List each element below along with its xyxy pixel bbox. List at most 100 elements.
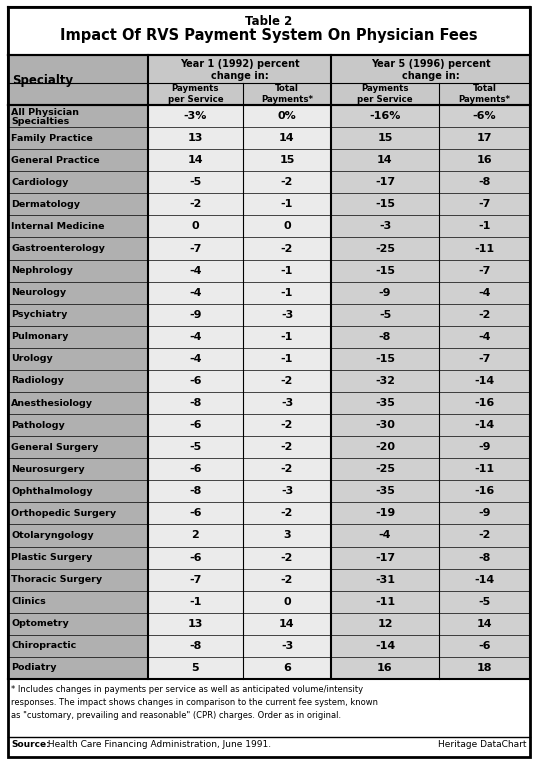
Text: Family Practice: Family Practice xyxy=(11,134,93,142)
Bar xyxy=(8,105,148,127)
Bar xyxy=(331,657,530,679)
Bar xyxy=(8,480,148,503)
Text: Gastroenterology: Gastroenterology xyxy=(11,244,105,253)
Bar xyxy=(8,525,148,546)
Bar xyxy=(8,635,148,657)
Bar xyxy=(331,635,530,657)
Text: -7: -7 xyxy=(478,265,491,275)
Bar xyxy=(148,414,331,436)
Bar xyxy=(8,326,148,348)
Text: Neurosurgery: Neurosurgery xyxy=(11,465,84,474)
Text: -5: -5 xyxy=(189,177,202,187)
Bar xyxy=(148,282,331,304)
Text: Health Care Financing Administration, June 1991.: Health Care Financing Administration, Ju… xyxy=(45,740,271,749)
Text: -9: -9 xyxy=(379,288,391,298)
Text: Thoracic Surgery: Thoracic Surgery xyxy=(11,575,102,584)
Text: -15: -15 xyxy=(375,265,395,275)
Bar xyxy=(148,591,331,613)
Text: -3: -3 xyxy=(379,221,391,232)
Bar xyxy=(148,105,331,127)
Text: -1: -1 xyxy=(281,200,293,210)
Bar xyxy=(148,370,331,392)
Text: 14: 14 xyxy=(279,133,295,143)
Text: -8: -8 xyxy=(189,641,202,651)
Bar xyxy=(331,237,530,259)
Text: -4: -4 xyxy=(478,288,491,298)
Bar xyxy=(331,436,530,458)
Bar xyxy=(8,657,148,679)
Bar xyxy=(148,392,331,414)
Text: Table 2: Table 2 xyxy=(245,15,293,28)
Text: -1: -1 xyxy=(281,354,293,364)
Text: -14: -14 xyxy=(475,420,494,430)
Text: -3: -3 xyxy=(281,398,293,408)
Text: -2: -2 xyxy=(281,442,293,452)
Bar xyxy=(8,7,530,55)
Text: -4: -4 xyxy=(189,354,202,364)
Bar xyxy=(8,237,148,259)
Bar xyxy=(8,259,148,282)
Bar xyxy=(8,149,148,171)
Bar xyxy=(331,525,530,546)
Bar xyxy=(8,503,148,525)
Text: -17: -17 xyxy=(375,552,395,562)
Text: as "customary, prevailing and reasonable" (CPR) charges. Order as in original.: as "customary, prevailing and reasonable… xyxy=(11,711,341,720)
Bar xyxy=(148,194,331,216)
Text: -1: -1 xyxy=(281,265,293,275)
Text: Impact Of RVS Payment System On Physician Fees: Impact Of RVS Payment System On Physicia… xyxy=(60,28,478,43)
Text: -3%: -3% xyxy=(184,111,207,121)
Text: Total
Payments*: Total Payments* xyxy=(261,84,313,104)
Bar xyxy=(8,171,148,194)
Bar xyxy=(331,480,530,503)
Text: * Includes changes in payments per service as well as anticipated volume/intensi: * Includes changes in payments per servi… xyxy=(11,685,363,694)
Text: -16: -16 xyxy=(475,487,494,496)
Text: 18: 18 xyxy=(477,663,492,673)
Bar xyxy=(148,480,331,503)
Text: -2: -2 xyxy=(281,177,293,187)
Text: 15: 15 xyxy=(377,133,393,143)
Text: 15: 15 xyxy=(279,155,295,165)
Text: 6: 6 xyxy=(283,663,291,673)
Bar xyxy=(331,348,530,370)
Bar xyxy=(331,370,530,392)
Text: 12: 12 xyxy=(377,619,393,629)
Text: -7: -7 xyxy=(478,200,491,210)
Bar xyxy=(148,83,243,105)
Text: -2: -2 xyxy=(281,464,293,474)
Text: -8: -8 xyxy=(189,487,202,496)
Text: Radiology: Radiology xyxy=(11,376,64,386)
Bar xyxy=(331,83,439,105)
Bar xyxy=(148,237,331,259)
Text: Total
Payments*: Total Payments* xyxy=(458,84,511,104)
Text: -1: -1 xyxy=(281,288,293,298)
Text: General Surgery: General Surgery xyxy=(11,443,98,451)
Text: -15: -15 xyxy=(375,354,395,364)
Text: -11: -11 xyxy=(475,464,494,474)
Text: -35: -35 xyxy=(375,398,395,408)
Text: -4: -4 xyxy=(478,332,491,342)
Text: Urology: Urology xyxy=(11,354,53,363)
Bar xyxy=(331,194,530,216)
Bar xyxy=(331,591,530,613)
Text: -4: -4 xyxy=(189,332,202,342)
Text: Payments
per Service: Payments per Service xyxy=(168,84,223,104)
Bar xyxy=(8,55,148,105)
Text: Neurology: Neurology xyxy=(11,288,66,297)
Text: -2: -2 xyxy=(189,200,202,210)
Text: -7: -7 xyxy=(189,575,202,584)
Text: Otolaryngology: Otolaryngology xyxy=(11,531,94,540)
Bar xyxy=(243,83,331,105)
Text: Specialties: Specialties xyxy=(11,116,69,125)
Text: -2: -2 xyxy=(281,509,293,519)
Text: Podiatry: Podiatry xyxy=(11,663,56,672)
Bar xyxy=(8,436,148,458)
Text: 16: 16 xyxy=(377,663,393,673)
Bar xyxy=(331,55,530,83)
Text: Dermatology: Dermatology xyxy=(11,200,80,209)
Bar xyxy=(331,568,530,591)
Bar xyxy=(148,171,331,194)
Bar xyxy=(331,282,530,304)
Text: -25: -25 xyxy=(375,243,395,253)
Text: -16%: -16% xyxy=(369,111,401,121)
Text: Pulmonary: Pulmonary xyxy=(11,332,68,341)
